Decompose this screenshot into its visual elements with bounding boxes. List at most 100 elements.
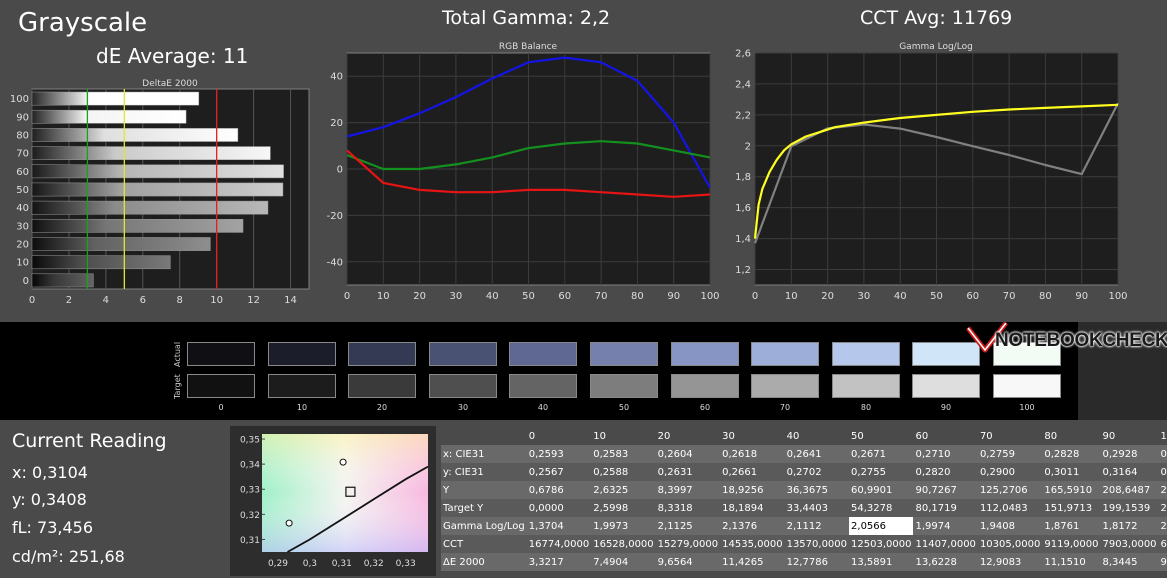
table-column-header: 50 xyxy=(851,431,864,442)
table-cell: 8,3997 xyxy=(655,481,721,499)
cie-x-tick: 0,33 xyxy=(396,559,416,569)
target-swatch xyxy=(993,374,1061,398)
deltae-bar xyxy=(31,182,284,197)
reading-fl: fL: 73,456 xyxy=(12,518,94,537)
rgb-x-tick: 70 xyxy=(595,291,608,302)
table-cell: 125,2706 xyxy=(977,481,1043,499)
deltae-y-tick: 80 xyxy=(16,130,29,141)
actual-swatch xyxy=(590,342,658,366)
target-swatch xyxy=(751,374,819,398)
table-cell: 1,8761 xyxy=(1042,517,1101,535)
table-cell: 0,2755 xyxy=(849,463,914,481)
target-swatch xyxy=(268,374,336,398)
deltae-bar xyxy=(31,273,94,288)
table-cell: 0,3011 xyxy=(1042,463,1101,481)
gamma-chart: 2,6 2,4 2,2 2 1,8 1,6 1,4 1,2 0 10 20 30 40 50 60 70 80… xyxy=(735,42,1127,302)
deltae-chart-title: DeltaE 2000 xyxy=(142,79,198,89)
table-row-label: y: CIE31 xyxy=(441,463,527,481)
table-cell: 80,1719 xyxy=(913,499,978,517)
actual-swatch xyxy=(509,342,577,366)
deltae-bar xyxy=(31,109,187,124)
deltae-bar xyxy=(31,255,171,270)
table-column-header: 20 xyxy=(657,431,671,442)
table-cell: 10305,0000 xyxy=(977,535,1043,553)
table-row: CCT 16774,0000 16528,0000 15279,0000 14535,0… xyxy=(441,535,1167,553)
deltae-bar xyxy=(31,91,200,106)
reading-cdm2: cd/m²: 251,68 xyxy=(12,547,125,566)
table-cell: 16528,0000 xyxy=(591,535,656,553)
table-cell: 0,2618 xyxy=(720,445,785,463)
deltae-y-tick: 10 xyxy=(16,258,29,269)
deltae-x-tick: 12 xyxy=(247,295,260,306)
swatch-level-label: 0 xyxy=(218,403,224,412)
swatch-panel-edge xyxy=(1078,322,1167,420)
table-cell: 2,1125 xyxy=(655,517,721,535)
table-row: Gamma Log/Log 1,3704 1,9973 2,1125 2,1376 2,1… xyxy=(441,517,1167,535)
table-cell: 0,2661 xyxy=(720,463,785,481)
table-cell: 0,2593 xyxy=(526,445,592,463)
cie-x-tick: 0,32 xyxy=(364,559,384,569)
deltae-x-tick: 6 xyxy=(140,295,146,306)
deltae-x-tick: 2 xyxy=(66,295,72,306)
table-row-label: Gamma Log/Log xyxy=(441,517,527,535)
gamma-x-tick: 20 xyxy=(821,291,834,302)
gamma-y-tick: 2,4 xyxy=(735,79,751,90)
table-cell: 0,3408 xyxy=(1158,463,1167,481)
deltae-x-tick: 8 xyxy=(177,295,183,306)
deltae-y-tick: 50 xyxy=(16,185,29,196)
table-cell: 151,9713 xyxy=(1042,499,1101,517)
cie-x-tick: 0,31 xyxy=(332,559,352,569)
table-cell: 0,2828 xyxy=(1042,445,1101,463)
gamma-x-tick: 90 xyxy=(1075,291,1088,302)
deltae-y-tick: 100 xyxy=(10,94,29,105)
table-row: y: CIE31 0,2567 0,2588 0,2631 0,2661 0,2702 0,… xyxy=(441,463,1167,481)
table-column-header: 80 xyxy=(1044,431,1058,442)
cie-y-tick: 0,33 xyxy=(240,486,260,496)
table-cell: 251,6801 xyxy=(1158,499,1167,517)
table-cell: 0,2671 xyxy=(849,445,914,463)
table-cell: 11,4265 xyxy=(720,553,785,571)
table-cell: 3,3217 xyxy=(526,553,592,571)
gamma-y-tick: 2,2 xyxy=(735,110,751,121)
table-cell: 9,6564 xyxy=(655,553,721,571)
table-cell: 18,9256 xyxy=(720,481,785,499)
table-cell: 1,9408 xyxy=(977,517,1043,535)
target-swatch xyxy=(429,374,497,398)
table-column-header: 0 xyxy=(528,431,536,442)
reading-x: x: 0,3104 xyxy=(12,463,88,482)
table-cell: 0,2702 xyxy=(784,463,850,481)
table-row: Y 0,6786 2,6325 8,3997 18,9256 36,3675 60,9901… xyxy=(441,481,1167,499)
table-column-header: 40 xyxy=(786,431,800,442)
deltae-y-tick: 20 xyxy=(16,240,29,251)
deltae-y-tick: 70 xyxy=(16,149,29,160)
cie-x-tick: 0,3 xyxy=(303,559,317,569)
table-cell: 199,1539 xyxy=(1100,499,1159,517)
gamma-series-line xyxy=(753,103,1119,239)
rgb-x-tick: 60 xyxy=(558,291,571,302)
rgb-y-tick: 20 xyxy=(330,118,343,129)
table-row: x: CIE31 0,2593 0,2583 0,2604 0,2618 0,2641 0,… xyxy=(441,445,1167,463)
deltae-bar xyxy=(31,146,271,160)
gamma-x-tick: 30 xyxy=(858,291,871,302)
table-cell: 12,9083 xyxy=(977,553,1043,571)
table-cell: 0,2567 xyxy=(526,463,592,481)
table-row: Target Y 0,0000 2,5998 8,3318 18,1894 33,4403… xyxy=(441,499,1167,517)
table-column-header: 70 xyxy=(979,431,993,442)
deltae-bar xyxy=(31,200,269,215)
rgb-x-tick: 10 xyxy=(377,291,390,302)
table-cell: 0,3164 xyxy=(1100,463,1159,481)
table-column-header: 60 xyxy=(915,431,929,442)
target-swatch xyxy=(912,374,980,398)
table-header-row: 0 10 20 30 40 50 60 70 80 90 100 xyxy=(441,428,1167,445)
swatch-level-label: 30 xyxy=(457,403,469,412)
table-cell: 251,6801 xyxy=(1158,481,1167,499)
deltae-y-tick: 60 xyxy=(16,167,29,178)
cie-y-tick: 0,34 xyxy=(240,461,260,471)
table-cell: 0,2631 xyxy=(655,463,721,481)
table-cell: 60,9901 xyxy=(849,481,914,499)
gamma-y-tick: 1,4 xyxy=(735,234,751,245)
target-swatch xyxy=(509,374,577,398)
table-column-header: 90 xyxy=(1102,431,1116,442)
table-cell: 54,3278 xyxy=(849,499,914,517)
table-cell: 7903,0000 xyxy=(1100,535,1159,553)
